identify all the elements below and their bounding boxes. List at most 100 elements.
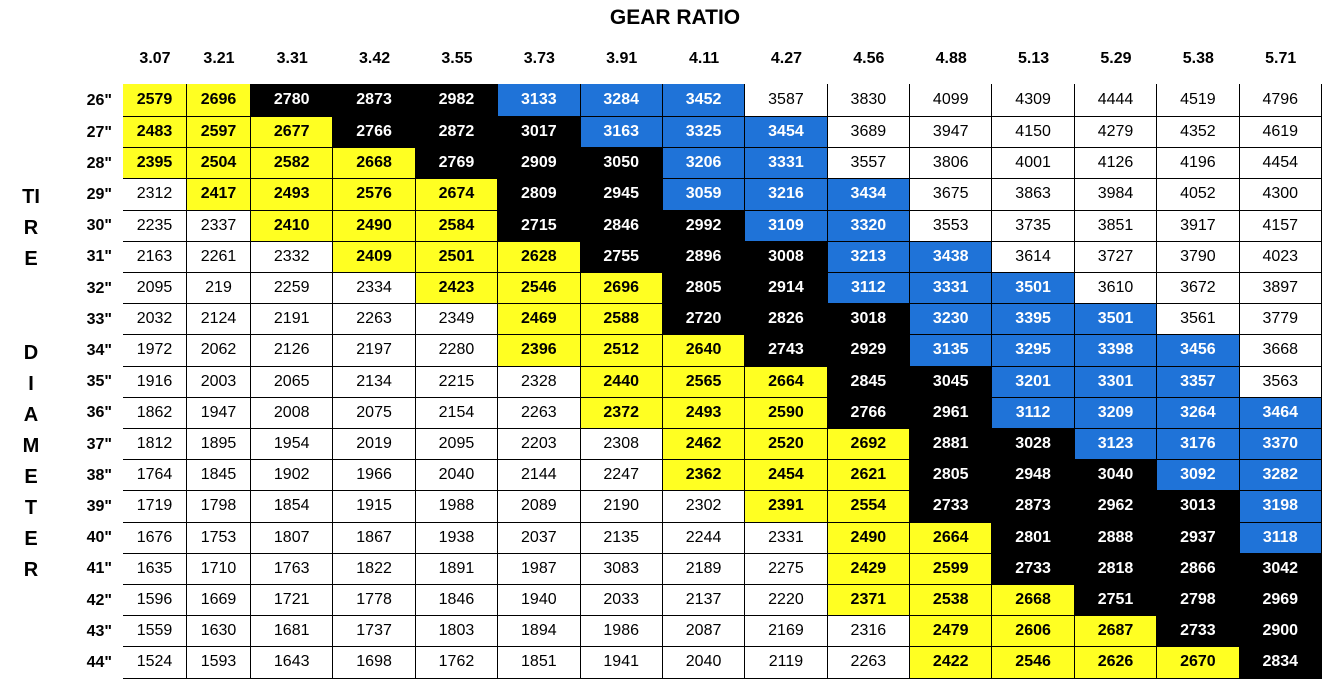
cell: 3282 bbox=[1239, 460, 1322, 492]
cell: 2914 bbox=[745, 273, 828, 305]
cell: 2664 bbox=[745, 366, 828, 398]
cell: 1986 bbox=[580, 616, 663, 648]
cell: 2674 bbox=[415, 179, 499, 211]
cell: 2896 bbox=[662, 241, 746, 273]
column-header: 3.21 bbox=[203, 50, 235, 67]
cell: 1737 bbox=[333, 616, 416, 648]
cell: 2909 bbox=[498, 148, 581, 180]
cell: 1988 bbox=[415, 491, 499, 523]
cell: 3135 bbox=[910, 335, 993, 367]
cell: 2696 bbox=[187, 84, 251, 117]
cell: 3779 bbox=[1239, 304, 1322, 336]
cell: 1524 bbox=[123, 647, 187, 679]
cell: 2469 bbox=[498, 304, 581, 336]
cell: 3806 bbox=[910, 148, 993, 180]
cell: 1762 bbox=[415, 647, 499, 679]
cell: 2866 bbox=[1157, 553, 1240, 585]
cell: 2766 bbox=[333, 117, 416, 149]
cell: 3501 bbox=[1074, 304, 1158, 336]
cell: 2766 bbox=[827, 397, 911, 429]
cell: 2423 bbox=[415, 273, 499, 305]
cell: 2308 bbox=[580, 429, 663, 461]
cell: 2733 bbox=[1157, 616, 1240, 648]
cell: 3209 bbox=[1074, 397, 1158, 429]
cell: 2220 bbox=[745, 585, 828, 617]
row-label: 42" bbox=[86, 591, 112, 609]
cell: 2328 bbox=[498, 366, 581, 398]
cell: 2396 bbox=[498, 335, 581, 367]
cell: 2334 bbox=[333, 273, 416, 305]
cell: 2203 bbox=[498, 429, 581, 461]
cell: 3851 bbox=[1074, 210, 1158, 242]
cell: 3553 bbox=[910, 210, 993, 242]
row-label: 40" bbox=[86, 529, 112, 547]
cell: 3331 bbox=[910, 273, 993, 305]
cell: 3301 bbox=[1074, 366, 1158, 398]
cell: 1894 bbox=[498, 616, 581, 648]
cell: 2280 bbox=[415, 335, 499, 367]
cell: 3452 bbox=[662, 84, 746, 117]
row-label: 30" bbox=[86, 217, 112, 235]
cell: 1947 bbox=[187, 397, 251, 429]
cell: 2089 bbox=[498, 491, 581, 523]
cell: 2275 bbox=[745, 553, 828, 585]
cell: 3213 bbox=[827, 241, 911, 273]
cell: 3230 bbox=[910, 304, 993, 336]
cell: 3370 bbox=[1239, 429, 1322, 461]
cell: 3557 bbox=[827, 148, 911, 180]
cell: 2579 bbox=[123, 84, 187, 117]
cell: 4099 bbox=[910, 84, 993, 117]
cell: 2259 bbox=[251, 273, 334, 305]
cell: 4309 bbox=[992, 84, 1075, 117]
cell: 2565 bbox=[662, 366, 746, 398]
cell: 3398 bbox=[1074, 335, 1158, 367]
cell: 1862 bbox=[123, 397, 187, 429]
row-label: 34" bbox=[86, 342, 112, 359]
cell: 2312 bbox=[123, 179, 187, 211]
cell: 2576 bbox=[333, 179, 416, 211]
cell: 3176 bbox=[1157, 429, 1240, 461]
cell: 2493 bbox=[662, 397, 746, 429]
cell: 1845 bbox=[187, 460, 251, 492]
cell: 2483 bbox=[123, 117, 187, 149]
cell: 2316 bbox=[827, 616, 911, 648]
cell: 2929 bbox=[827, 335, 911, 367]
cell: 2040 bbox=[415, 460, 499, 492]
cell: 2462 bbox=[662, 429, 746, 461]
row-label: 36" bbox=[86, 404, 112, 422]
cell: 2668 bbox=[333, 148, 416, 180]
cell: 2597 bbox=[187, 117, 251, 149]
cell: 2124 bbox=[187, 304, 251, 336]
cell: 3045 bbox=[910, 366, 993, 398]
cell: 2733 bbox=[910, 491, 993, 523]
cell: 2215 bbox=[415, 366, 499, 398]
cell: 2191 bbox=[251, 304, 334, 336]
cell: 2834 bbox=[1239, 647, 1322, 679]
cell: 2826 bbox=[745, 304, 828, 336]
row-label: 35" bbox=[86, 373, 112, 391]
cell: 2670 bbox=[1157, 647, 1240, 679]
cell: 2873 bbox=[992, 491, 1075, 523]
column-header: 3.42 bbox=[358, 50, 391, 67]
cell: 3042 bbox=[1239, 553, 1322, 585]
cell: 3464 bbox=[1239, 397, 1322, 429]
cell: 2626 bbox=[1074, 647, 1158, 679]
cell: 2119 bbox=[745, 647, 828, 679]
cell: 2332 bbox=[251, 241, 334, 273]
cell: 2410 bbox=[251, 210, 334, 242]
cell: 3050 bbox=[580, 148, 663, 180]
cell: 1593 bbox=[187, 647, 251, 679]
cell: 2019 bbox=[333, 429, 416, 461]
cell: 2769 bbox=[415, 148, 499, 180]
cell: 2590 bbox=[745, 397, 828, 429]
cell: 2677 bbox=[251, 117, 334, 149]
cell: 1851 bbox=[498, 647, 581, 679]
cell: 2197 bbox=[333, 335, 416, 367]
cell: 3320 bbox=[827, 210, 911, 242]
cell: 2640 bbox=[662, 335, 746, 367]
cell: 2538 bbox=[910, 585, 993, 617]
cell: 1721 bbox=[251, 585, 334, 617]
cell: 4519 bbox=[1157, 84, 1240, 117]
side-label: DIAMETER bbox=[22, 342, 40, 581]
